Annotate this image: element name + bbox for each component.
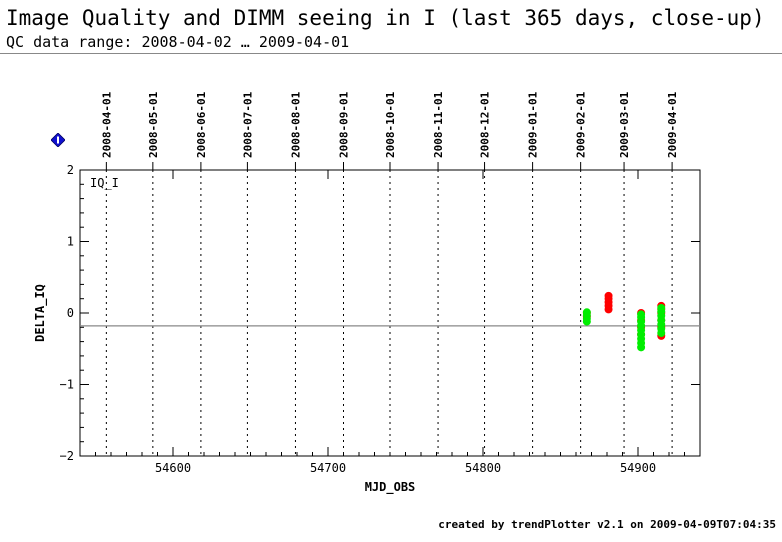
data-point-red bbox=[604, 291, 613, 300]
date-marker-label: 2009-01-01 bbox=[527, 91, 540, 158]
footer-credit: created by trendPlotter v2.1 on 2009-04-… bbox=[438, 518, 776, 531]
header-divider bbox=[0, 53, 782, 54]
data-point-green bbox=[657, 303, 666, 312]
date-marker-label: 2009-02-01 bbox=[575, 91, 588, 158]
date-marker-label: 2009-03-01 bbox=[618, 91, 631, 158]
data-point-green bbox=[637, 310, 646, 319]
x-tick-label: 54900 bbox=[620, 461, 656, 475]
date-marker-label: 2008-04-01 bbox=[100, 91, 113, 158]
x-axis: 54600 54700 54800 54900 bbox=[95, 170, 701, 475]
y-tick-label: 2 bbox=[67, 163, 74, 177]
date-marker-label: 2008-08-01 bbox=[289, 91, 302, 158]
month-grid bbox=[105, 162, 673, 456]
date-marker-label: 2008-07-01 bbox=[241, 91, 254, 158]
y-axis-label: DELTA_IQ bbox=[33, 284, 48, 342]
date-marker-labels: 2008-04-01 2008-05-01 2008-06-01 2008-07-01… bbox=[100, 91, 679, 158]
panel-label: IQ_I bbox=[90, 176, 119, 190]
date-marker-label: 2008-10-01 bbox=[384, 91, 397, 158]
data-range-subtitle: QC data range: 2008-04-02 … 2009-04-01 bbox=[6, 33, 350, 51]
y-tick-label: −2 bbox=[60, 449, 74, 463]
x-tick-label: 54800 bbox=[465, 461, 501, 475]
page-title: Image Quality and DIMM seeing in I (last… bbox=[6, 6, 765, 30]
date-marker-label: 2008-05-01 bbox=[147, 91, 160, 158]
info-diamond-icon[interactable] bbox=[51, 133, 65, 147]
x-tick-label: 54700 bbox=[310, 461, 346, 475]
data-points bbox=[582, 291, 666, 352]
y-tick-label: −1 bbox=[60, 378, 74, 392]
date-marker-label: 2008-12-01 bbox=[479, 91, 492, 158]
y-tick-label: 1 bbox=[67, 235, 74, 249]
date-marker-label: 2008-06-01 bbox=[195, 91, 208, 158]
date-marker-label: 2008-09-01 bbox=[338, 91, 351, 158]
date-marker-label: 2009-04-01 bbox=[666, 91, 679, 158]
x-tick-label: 54600 bbox=[155, 461, 191, 475]
y-tick-label: 0 bbox=[67, 306, 74, 320]
data-point-green bbox=[582, 308, 591, 317]
y-axis: −2 −1 0 1 2 bbox=[60, 163, 700, 463]
date-marker-label: 2008-11-01 bbox=[432, 91, 445, 158]
x-axis-label: MJD_OBS bbox=[365, 480, 416, 495]
